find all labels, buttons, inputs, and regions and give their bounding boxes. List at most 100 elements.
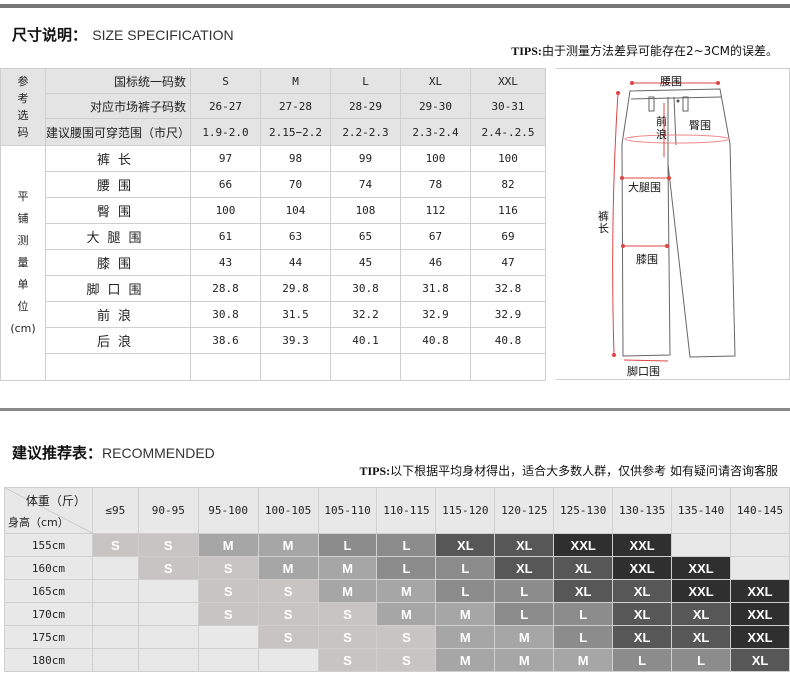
size-cell: XL [494,533,555,557]
weight-header: 130-135 [612,487,673,534]
cell: 69 [470,223,546,250]
size-cell [137,648,199,672]
thigh-label: 大腿围 [628,181,661,194]
cell: 100 [470,145,546,172]
cell: 29.8 [260,275,331,302]
measure-label-char: 位 [17,300,29,313]
cell: 30-31 [470,93,546,119]
cell: 112 [400,197,471,224]
length-label: 裤长 [598,210,609,235]
spec-measure-row: 前浪 30.8 31.5 32.2 32.9 32.9 [1,301,546,328]
weight-header: 140-145 [730,487,790,534]
spec-measure-row: 平铺测量单位 (cm) 裤长 97 98 99 100 100 [0,145,546,381]
size-cell: S [137,556,199,580]
height-cell: 180cm [4,648,93,672]
height-cell: 175cm [4,625,93,649]
size-cell [137,602,199,626]
size-cell: XXL [671,579,731,603]
weight-header: ≤95 [91,487,139,534]
size-cell: S [376,648,437,672]
recommend-row: 170cm S S S M M L L XL XL XXL [4,602,790,626]
measure-label-char: 量 [17,256,29,269]
measure-label-char: (cm) [10,322,36,335]
weight-header: 120-125 [494,487,555,534]
cell: 2.3-2.4 [400,118,471,146]
cell: 40.1 [330,327,401,354]
row-label: 膝围 [45,249,191,276]
cell: 2.4-.2.5 [470,118,546,146]
size-cell [91,556,139,580]
ref-size-label: 参考选码 [0,68,46,146]
size-cell: S [257,625,319,649]
size-cell [91,579,139,603]
cell: 31.8 [400,275,471,302]
empty-cell [470,353,546,381]
recommend-row: 165cm S S M M L L XL XL XXL XXL [4,579,790,603]
size-cell: XXL [553,533,614,557]
cell: 100 [400,145,471,172]
height-cell: 170cm [4,602,93,626]
cell: 30.8 [330,275,401,302]
size-cell: S [317,602,378,626]
size-cell: L [376,556,437,580]
size-cell: XXL [730,602,790,626]
spec-measure-row: 后浪 38.6 39.3 40.1 40.8 40.8 [1,327,546,354]
cell: M [260,68,331,94]
cell: 40.8 [400,327,471,354]
size-cell: M [494,625,555,649]
cell: 2.15−2.2 [260,118,331,146]
hem-label: 脚口围 [627,365,660,378]
size-cell: S [317,648,378,672]
ref-label-char: 参 [17,75,29,88]
spec-header-row: 建议腰围可穿范围（市尺） 1.9-2.0 2.15−2.2 2.2-2.3 2.3-2.… [1,118,546,146]
size-cell: S [197,602,259,626]
size-cell: XL [494,556,555,580]
row-label: 建议腰围可穿范围（市尺） [45,118,191,146]
measure-label-char: 铺 [17,212,29,225]
ref-label-char: 考 [17,92,29,105]
measure-label-char: 单 [17,278,29,291]
size-cell [137,579,199,603]
row-label: 前浪 [45,301,191,328]
cell: XL [400,68,471,94]
size-cell: XL [612,625,673,649]
empty-cell [260,353,331,381]
weight-header: 90-95 [137,487,199,534]
spec-tips: TIPS:由于测量方法差异可能存在2~3CM的误差。 [511,44,778,58]
size-cell [730,556,790,580]
measure-label-char: 测 [17,234,29,247]
cell: L [330,68,401,94]
size-cell [137,625,199,649]
size-cell: S [257,579,319,603]
cell: 46 [400,249,471,276]
recommend-header-row: 体重（斤） 身高（cm） ≤95 90-95 95-100 100-105 105-110 1… [4,487,790,534]
spec-title: 尺寸说明： SIZE SPECIFICATION [12,26,234,44]
cell: 70 [260,171,331,198]
knee-label: 膝围 [636,253,658,266]
cell: XXL [470,68,546,94]
size-cell: L [435,556,496,580]
size-cell: XL [730,648,790,672]
size-cell: M [317,556,378,580]
cell: 43 [190,249,261,276]
pants-diagram: 腰围 前浪 臀围 大腿围 裤长 膝围 脚口围 [556,68,790,380]
cell: 30.8 [190,301,261,328]
size-cell [197,648,259,672]
cell: 98 [260,145,331,172]
size-cell: M [376,579,437,603]
waist-label: 腰围 [660,75,682,88]
size-cell: L [376,533,437,557]
spec-measure-row: 腰围 66 70 74 78 82 [1,171,546,198]
size-cell: L [671,648,731,672]
corner: 体重（斤） 身高（cm） [5,488,92,533]
size-cell: S [317,625,378,649]
weight-header: 125-130 [553,487,614,534]
weight-header: 95-100 [197,487,259,534]
cell: 27-28 [260,93,331,119]
size-cell: L [435,579,496,603]
size-cell: M [317,579,378,603]
cell: 44 [260,249,331,276]
row-label: 大腿围 [45,223,191,250]
row-label: 腰围 [45,171,191,198]
size-cell: L [553,602,614,626]
